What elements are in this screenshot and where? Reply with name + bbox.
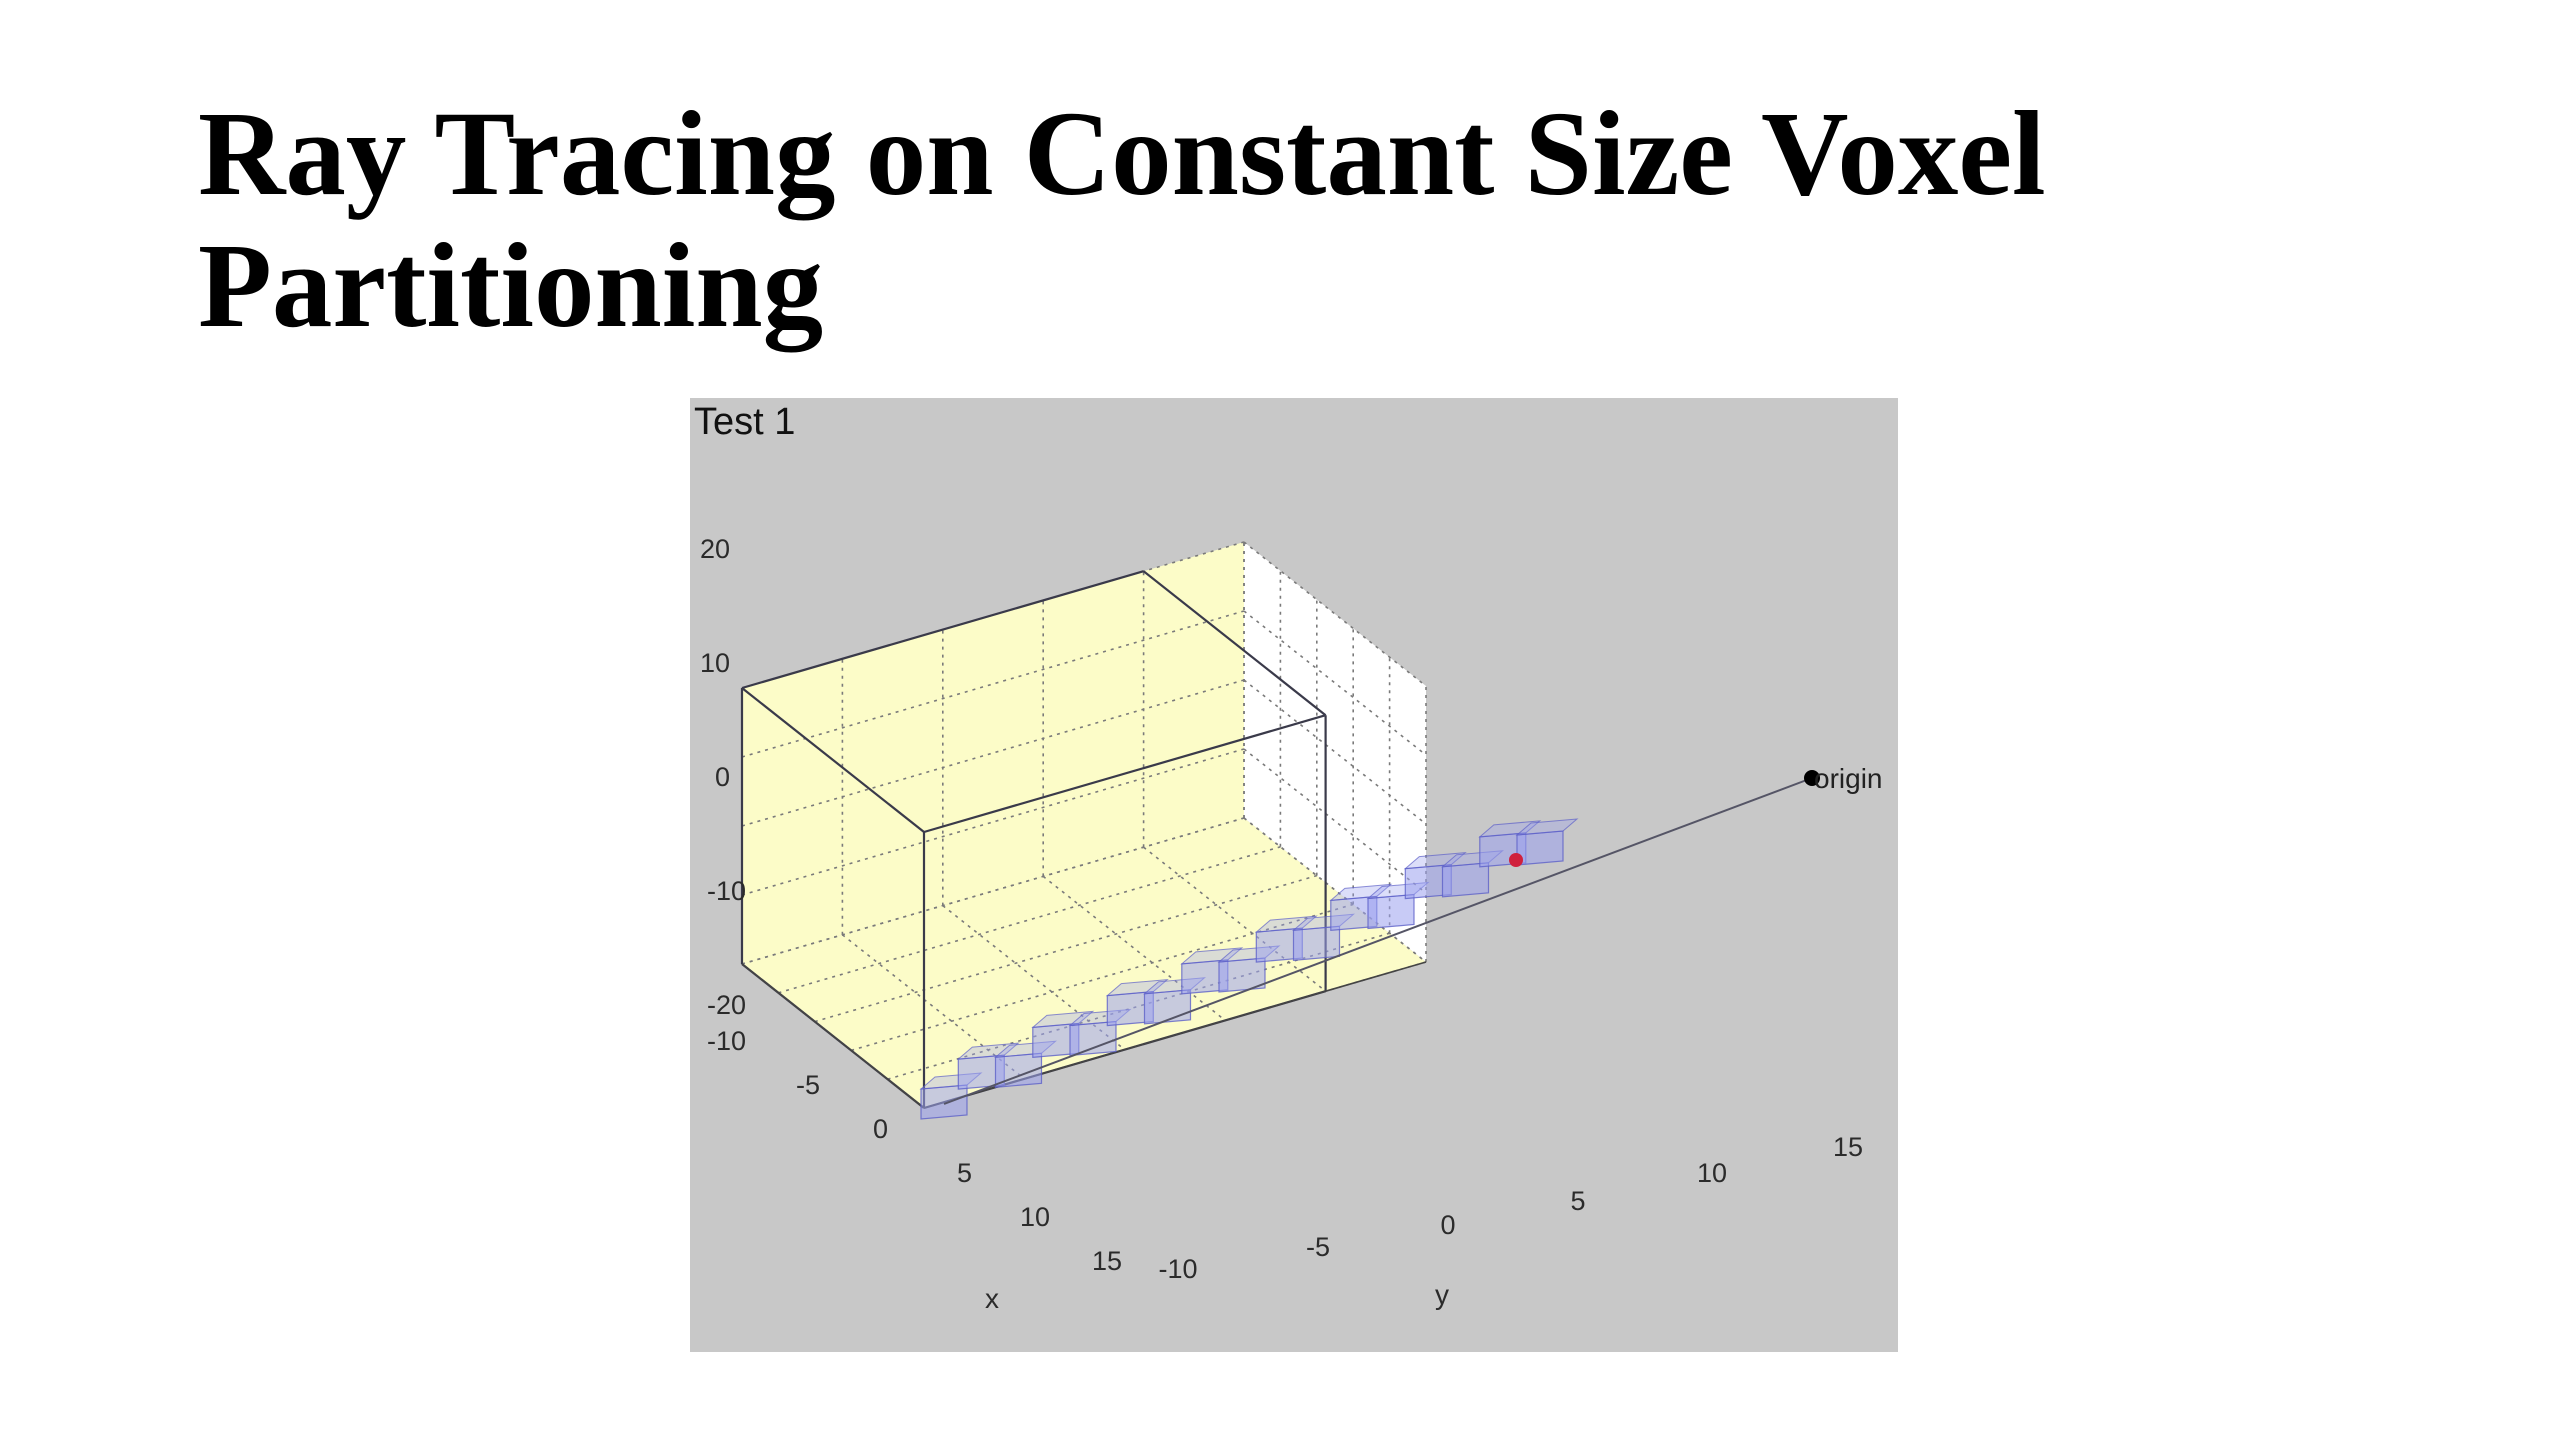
x-axis-label: x: [985, 1283, 999, 1314]
z-tick-label: 20: [700, 534, 730, 564]
x-tick-label: 10: [1020, 1202, 1050, 1232]
floor-pane: [742, 818, 1426, 1108]
grid-line: [1243, 541, 1427, 687]
z-tick-label: -10: [707, 876, 746, 906]
y-tick-label: 15: [1833, 1132, 1863, 1162]
grid-line: [1143, 846, 1327, 992]
voxel-cell: [920, 1084, 968, 1120]
y-tick-label: -10: [1158, 1254, 1197, 1284]
voxel-cell: [1516, 830, 1564, 866]
origin-annotation: origin: [1814, 763, 1882, 794]
voxel-cell: [1292, 925, 1341, 961]
grid-line: [1243, 817, 1427, 963]
box-edge: [1142, 570, 1327, 717]
x-tick-label: 5: [957, 1158, 972, 1188]
origin-point: [1804, 770, 1820, 786]
y-tick-label: 0: [1440, 1210, 1455, 1240]
plot-svg: 20 10 0 -10 -20 -10 -5 0 5 10 15 -10 -5 …: [690, 398, 1898, 1352]
y-axis-label: y: [1435, 1279, 1449, 1310]
x-tick-label: 0: [873, 1114, 888, 1144]
slide-title-line-1: Ray Tracing on Constant Size Voxel: [198, 87, 2046, 221]
z-axis-ticks: 20 10 0 -10 -20: [700, 534, 746, 1020]
ray-line: [943, 777, 1813, 1105]
voxel-cell: [1367, 893, 1415, 930]
voxel-cell: [1441, 862, 1490, 898]
slide-title: Ray Tracing on Constant Size Voxel Parti…: [198, 88, 2398, 352]
grid-line: [1243, 679, 1427, 825]
voxel-cell: [1478, 820, 1542, 838]
voxel-cells: [919, 818, 1579, 1120]
plot-title: Test 1: [694, 401, 795, 443]
y-tick-label: -5: [1306, 1232, 1330, 1262]
y-tick-label: 5: [1570, 1186, 1585, 1216]
axis-box: [740, 570, 1427, 1110]
slide-title-line-2: Partitioning: [198, 219, 824, 353]
hit-point: [1509, 853, 1523, 867]
x-axis-line: [741, 963, 925, 1109]
box-edge: [741, 570, 1144, 690]
z-tick-label: 0: [715, 762, 730, 792]
box-edge: [741, 687, 925, 833]
voxel-ray-figure: 20 10 0 -10 -20 -10 -5 0 5 10 15 -10 -5 …: [690, 398, 1898, 1352]
voxel-cell: [1515, 818, 1579, 836]
voxel-cell: [1069, 1020, 1117, 1057]
grid-line: [841, 934, 1025, 1080]
x-tick-label: 15: [1092, 1246, 1122, 1276]
z-tick-label: -20: [707, 990, 746, 1020]
grid-line: [1243, 748, 1427, 894]
ray-layer: [943, 777, 1813, 1105]
voxel-cell: [1031, 1010, 1095, 1029]
voxel-cell: [1329, 883, 1393, 902]
grid-line: [1042, 875, 1226, 1022]
z-tick-label: 10: [700, 648, 730, 678]
grid-line: [1243, 610, 1427, 756]
voxel-cell: [1180, 947, 1244, 965]
voxel-cell: [956, 1042, 1020, 1060]
voxel-cell: [1143, 989, 1192, 1025]
y-axis-ticks: -10 -5 0 5 10 15: [1158, 1132, 1863, 1284]
voxel-cell: [1254, 915, 1318, 933]
voxel-cell: [1105, 978, 1169, 997]
box-edge: [923, 714, 1326, 834]
x-axis-ticks: -10 -5 0 5 10 15: [707, 1026, 1122, 1276]
x-tick-label: -10: [707, 1026, 746, 1056]
voxel-cell: [1403, 851, 1467, 870]
y-tick-label: 10: [1697, 1158, 1727, 1188]
x-tick-label: -5: [796, 1070, 820, 1100]
